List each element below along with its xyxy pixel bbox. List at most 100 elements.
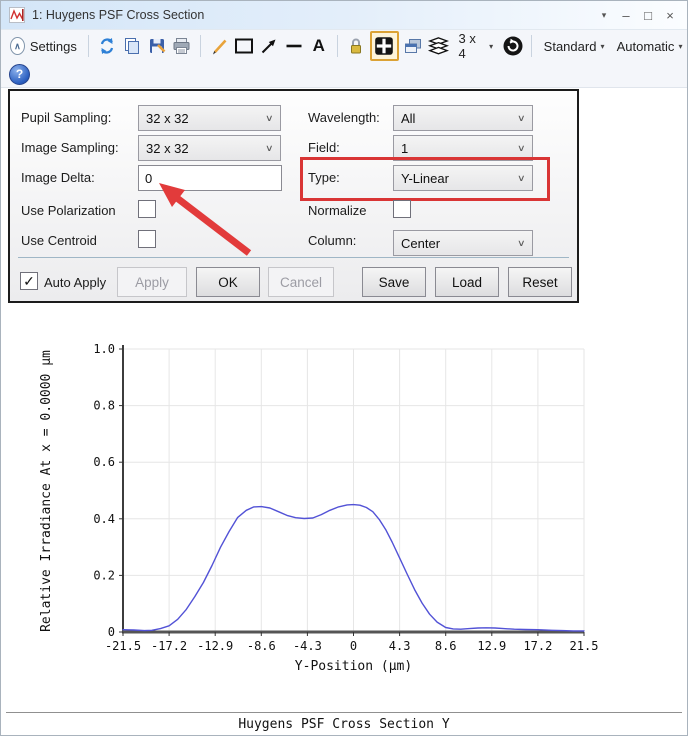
settings-toggle-label: Settings bbox=[29, 38, 77, 54]
footer-separator bbox=[6, 712, 682, 713]
column-value: Center bbox=[401, 235, 441, 251]
draw-horizontal-line-tool-button[interactable] bbox=[283, 34, 305, 58]
chart-y-axis-label: Relative Irradiance At x = 0.0000 µm bbox=[39, 350, 54, 632]
svg-text:12.9: 12.9 bbox=[477, 639, 506, 653]
layers-icon bbox=[427, 37, 449, 55]
text-tool-icon: A bbox=[312, 36, 325, 55]
pupil-sampling-label: Pupil Sampling: bbox=[21, 110, 112, 125]
use-polarization-checkbox[interactable]: ✓ bbox=[138, 200, 156, 218]
refresh-icon bbox=[100, 38, 113, 54]
toolbar-separator bbox=[87, 35, 89, 57]
svg-text:-8.6: -8.6 bbox=[247, 639, 276, 653]
rotate-button[interactable] bbox=[502, 34, 524, 58]
save-settings-button[interactable]: Save bbox=[362, 267, 426, 297]
column-dropdown[interactable]: Center ∨ bbox=[393, 230, 533, 256]
toolbar-row-1: ∧ Settings bbox=[1, 30, 687, 61]
text-tool-button[interactable]: A bbox=[308, 34, 330, 58]
type-label: Type: bbox=[308, 170, 340, 185]
pencil-icon bbox=[212, 39, 227, 55]
automatic-dropdown[interactable]: Automatic ▾ bbox=[612, 34, 687, 58]
window-menu-button[interactable]: ▾ bbox=[601, 9, 607, 20]
image-sampling-dropdown[interactable]: 32 x 32 ∨ bbox=[138, 135, 281, 161]
ok-button[interactable]: OK bbox=[196, 267, 260, 297]
fit-window-icon bbox=[375, 37, 393, 55]
svg-text:-21.5: -21.5 bbox=[105, 639, 141, 653]
pupil-sampling-dropdown[interactable]: 32 x 32 ∨ bbox=[138, 105, 281, 131]
window-controls: ▾ – □ × bbox=[593, 1, 681, 29]
svg-text:0.4: 0.4 bbox=[93, 512, 115, 526]
minimize-button[interactable]: – bbox=[622, 7, 630, 23]
print-button[interactable] bbox=[171, 34, 193, 58]
grid-size-dropdown[interactable]: 3 x 4 ▾ bbox=[452, 31, 499, 61]
toolbar: ∧ Settings bbox=[1, 30, 687, 88]
help-icon: ? bbox=[15, 67, 24, 81]
svg-text:0.2: 0.2 bbox=[93, 568, 115, 582]
psf-cross-section-chart: -21.5 -17.2 -12.9 -8.6 -4.3 0 4.3 8.6 12.9 17.2 21… bbox=[93, 342, 599, 673]
field-label: Field: bbox=[308, 140, 340, 155]
draw-rectangle-tool-button[interactable] bbox=[233, 34, 255, 58]
image-delta-label: Image Delta: bbox=[21, 170, 95, 185]
title-bar: 1: Huygens PSF Cross Section ▾ – □ × bbox=[1, 1, 687, 30]
checkmark-icon: ✓ bbox=[23, 272, 35, 289]
toolbar-separator bbox=[199, 35, 201, 57]
maximize-button[interactable]: □ bbox=[644, 7, 652, 23]
svg-text:-4.3: -4.3 bbox=[293, 639, 322, 653]
svg-text:Y-Position (µm): Y-Position (µm) bbox=[295, 659, 412, 673]
svg-text:21.5: 21.5 bbox=[570, 639, 599, 653]
chevron-down-icon: ▾ bbox=[600, 41, 605, 51]
svg-text:4.3: 4.3 bbox=[389, 639, 411, 653]
lock-button[interactable] bbox=[345, 34, 367, 58]
toolbar-separator bbox=[336, 35, 338, 57]
use-centroid-checkbox[interactable]: ✓ bbox=[138, 230, 156, 248]
svg-text:-12.9: -12.9 bbox=[197, 639, 233, 653]
settings-toggle-button[interactable]: ∧ Settings bbox=[6, 34, 81, 58]
field-value: 1 bbox=[401, 140, 409, 156]
chevron-down-icon: ∨ bbox=[265, 112, 274, 123]
layers-button[interactable] bbox=[427, 34, 450, 58]
load-settings-button[interactable]: Load bbox=[435, 267, 499, 297]
copy-icon bbox=[124, 38, 139, 54]
pupil-sampling-value: 32 x 32 bbox=[146, 110, 189, 126]
help-button[interactable]: ? bbox=[9, 63, 30, 85]
chevron-down-icon: ▾ bbox=[489, 41, 494, 51]
save-icon bbox=[149, 39, 166, 53]
use-polarization-label: Use Polarization bbox=[21, 203, 116, 218]
normalize-label: Normalize bbox=[308, 203, 367, 218]
chevron-down-icon: ∨ bbox=[517, 172, 526, 183]
copy-button[interactable] bbox=[121, 34, 143, 58]
reset-settings-button[interactable]: Reset bbox=[508, 267, 572, 297]
wavelength-label: Wavelength: bbox=[308, 110, 380, 125]
type-dropdown[interactable]: Y-Linear ∨ bbox=[393, 165, 533, 191]
cancel-button[interactable]: Cancel bbox=[268, 267, 334, 297]
auto-apply-checkbox[interactable]: ✓ bbox=[20, 272, 38, 290]
chevron-down-icon: ∨ bbox=[517, 237, 526, 248]
auto-apply-label: Auto Apply bbox=[44, 275, 107, 290]
apply-button[interactable]: Apply bbox=[117, 267, 187, 297]
column-label: Column: bbox=[308, 233, 357, 248]
refresh-button[interactable] bbox=[96, 34, 118, 58]
image-delta-input[interactable] bbox=[138, 165, 282, 191]
type-value: Y-Linear bbox=[401, 170, 449, 186]
image-sampling-label: Image Sampling: bbox=[21, 140, 119, 155]
close-button[interactable]: × bbox=[666, 7, 674, 23]
svg-text:1.0: 1.0 bbox=[93, 342, 115, 356]
settings-panel: Pupil Sampling: 32 x 32 ∨ Image Sampling… bbox=[8, 89, 579, 303]
fit-window-button-active[interactable] bbox=[369, 31, 399, 61]
svg-text:-17.2: -17.2 bbox=[151, 639, 187, 653]
draw-arrow-tool-button[interactable] bbox=[258, 34, 280, 58]
normalize-checkbox[interactable]: ✓ bbox=[393, 200, 411, 218]
standard-dropdown[interactable]: Standard ▾ bbox=[539, 34, 609, 58]
save-button[interactable] bbox=[146, 34, 168, 58]
svg-text:0.8: 0.8 bbox=[93, 399, 115, 413]
wavelength-dropdown[interactable]: All ∨ bbox=[393, 105, 533, 131]
print-icon bbox=[173, 38, 190, 54]
chart-footer-title: Huygens PSF Cross Section Y bbox=[238, 717, 450, 732]
clone-window-icon bbox=[404, 39, 421, 53]
chevron-down-icon: ∨ bbox=[517, 142, 526, 153]
toolbar-row-2: ? bbox=[1, 61, 687, 87]
field-dropdown[interactable]: 1 ∨ bbox=[393, 135, 533, 161]
draw-line-tool-button[interactable] bbox=[208, 34, 230, 58]
clone-window-button[interactable] bbox=[402, 34, 424, 58]
automatic-value: Automatic bbox=[616, 38, 675, 54]
